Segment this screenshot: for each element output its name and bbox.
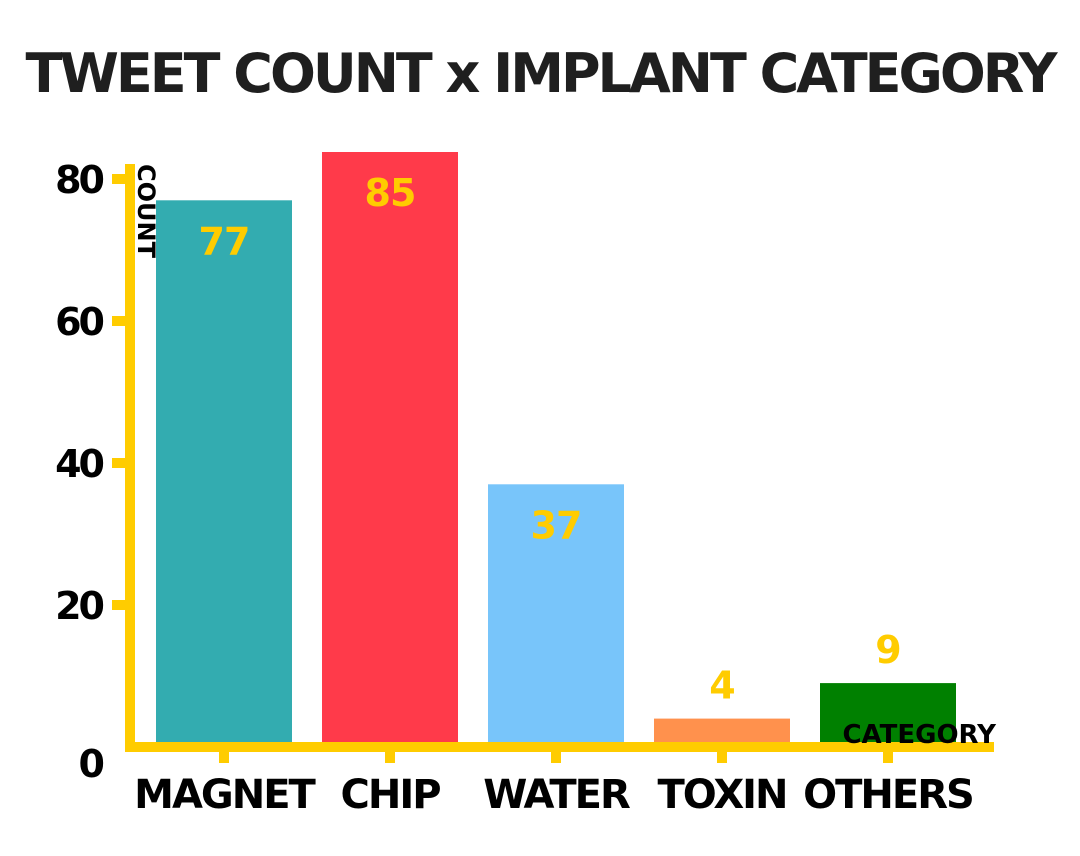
x-tick-mark-water (551, 747, 561, 763)
x-tick-mark-magnet (219, 747, 229, 763)
y-tick-mark-20 (112, 600, 130, 610)
value-label-others: 9 (875, 628, 900, 672)
x-tick-mark-chip (385, 747, 395, 763)
y-tick-mark-80 (112, 174, 130, 184)
ticks-layer: MAGNET CHIP WATER TOXIN OTHERS 0 20 40 60 80 (55, 158, 975, 818)
bar-chip (322, 152, 458, 747)
y-tick-mark-60 (112, 316, 130, 326)
x-axis-label: CATEGORY (842, 720, 997, 750)
y-tick-label-0: 0 (79, 742, 104, 786)
y-axis-label: COUNT (132, 164, 160, 259)
x-tick-mark-toxin (717, 747, 727, 763)
bars-layer (156, 152, 956, 748)
y-tick-mark-40 (112, 458, 130, 468)
chart-title: TWEET COUNT x IMPLANT CATEGORY (26, 42, 1059, 105)
y-tick-label-40: 40 (55, 442, 103, 486)
x-tick-label-others: OTHERS (803, 772, 973, 818)
value-label-chip: 85 (365, 171, 416, 215)
x-tick-mark-others (883, 747, 893, 763)
y-tick-label-20: 20 (55, 584, 103, 628)
y-tick-label-60: 60 (55, 300, 103, 344)
y-tick-label-80: 80 (55, 158, 103, 202)
x-tick-label-magnet: MAGNET (134, 772, 316, 818)
value-label-magnet: 77 (199, 219, 250, 263)
bar-others (820, 683, 956, 747)
x-tick-label-toxin: TOXIN (657, 772, 786, 818)
bar-water (488, 484, 624, 747)
x-tick-label-chip: CHIP (340, 772, 440, 818)
value-labels-layer: 77 85 37 4 9 (199, 171, 902, 708)
bar-magnet (156, 200, 292, 748)
value-label-water: 37 (531, 503, 582, 547)
x-tick-label-water: WATER (483, 772, 630, 818)
value-label-toxin: 4 (709, 664, 734, 708)
